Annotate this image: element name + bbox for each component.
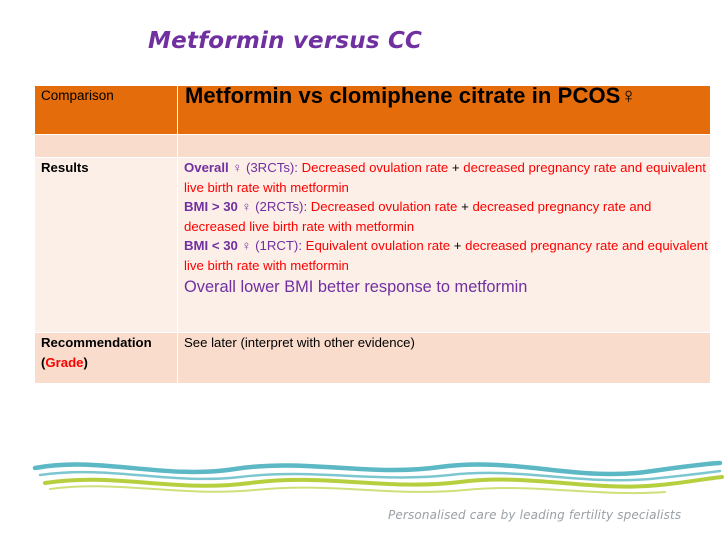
outcome-ovulation: Decreased ovulation rate — [301, 160, 449, 175]
grade-open: ( — [41, 354, 46, 370]
recommendation-label-text: Recommendation — [41, 335, 152, 350]
outcome-ovulation: Decreased ovulation rate — [310, 199, 458, 214]
female-symbol: ♀ — [228, 160, 243, 175]
result-overall: Overall ♀ (3RCTs): Decreased ovulation r… — [184, 158, 710, 197]
rct-count: (1RCT): — [251, 238, 306, 253]
slide-title: Metformin versus CC — [148, 28, 423, 54]
outcome-pregnancy: decreased pregnancy rate and equivalent … — [184, 238, 708, 273]
bmi-over-key: BMI > 30 — [184, 199, 238, 214]
header-value: Metformin vs clomiphene citrate in PCOS♀ — [177, 85, 711, 135]
table-row-results: Results Overall ♀ (3RCTs): Decreased ovu… — [34, 157, 711, 333]
grade-label: Grade — [45, 354, 84, 370]
plus-sign: + — [450, 238, 466, 253]
grade-close: ) — [83, 354, 88, 370]
recommendation-value: See later (interpret with other evidence… — [177, 332, 711, 384]
plus-sign: + — [448, 160, 464, 175]
table-header-row: Comparison Metformin vs clomiphene citra… — [34, 85, 711, 135]
bmi-under-key: BMI < 30 — [184, 238, 238, 253]
table-row-recommendation: Recommendation (Grade) See later (interpr… — [34, 332, 711, 384]
wave-teal-thin — [38, 469, 722, 482]
footer-tagline: Personalised care by leading fertility s… — [388, 508, 682, 522]
blank-cell — [177, 134, 711, 158]
outcome-pregnancy: decreased pregnancy rate and equivalent … — [184, 160, 706, 195]
outcome-pregnancy: decreased pregnancy rate and decreased l… — [184, 199, 652, 234]
wave-teal — [32, 460, 723, 477]
recommendation-label: Recommendation (Grade) — [34, 332, 178, 384]
comparison-table: Comparison Metformin vs clomiphene citra… — [34, 85, 711, 384]
header-label: Comparison — [34, 85, 178, 135]
wave-green-thin — [49, 485, 666, 495]
overall-key: Overall — [184, 160, 229, 175]
results-summary: Overall lower BMI better response to met… — [184, 278, 528, 296]
female-symbol: ♀ — [237, 238, 252, 253]
results-content: Overall ♀ (3RCTs): Decreased ovulation r… — [177, 157, 711, 333]
plus-sign: + — [457, 199, 473, 214]
footer-wave-decoration — [32, 460, 724, 495]
outcome-ovulation: Equivalent ovulation rate — [305, 238, 451, 253]
blank-cell — [34, 134, 178, 158]
rct-count: (2RCTs): — [251, 199, 311, 214]
table-row-blank — [34, 134, 711, 158]
rct-count: (3RCTs): — [242, 160, 302, 175]
female-symbol: ♀ — [237, 199, 252, 214]
result-bmi-under-30: BMI < 30 ♀ (1RCT): Equivalent ovulation … — [184, 236, 710, 275]
results-label: Results — [34, 157, 178, 333]
result-bmi-over-30: BMI > 30 ♀ (2RCTs): Decreased ovulation … — [184, 197, 710, 236]
wave-green — [43, 475, 724, 489]
